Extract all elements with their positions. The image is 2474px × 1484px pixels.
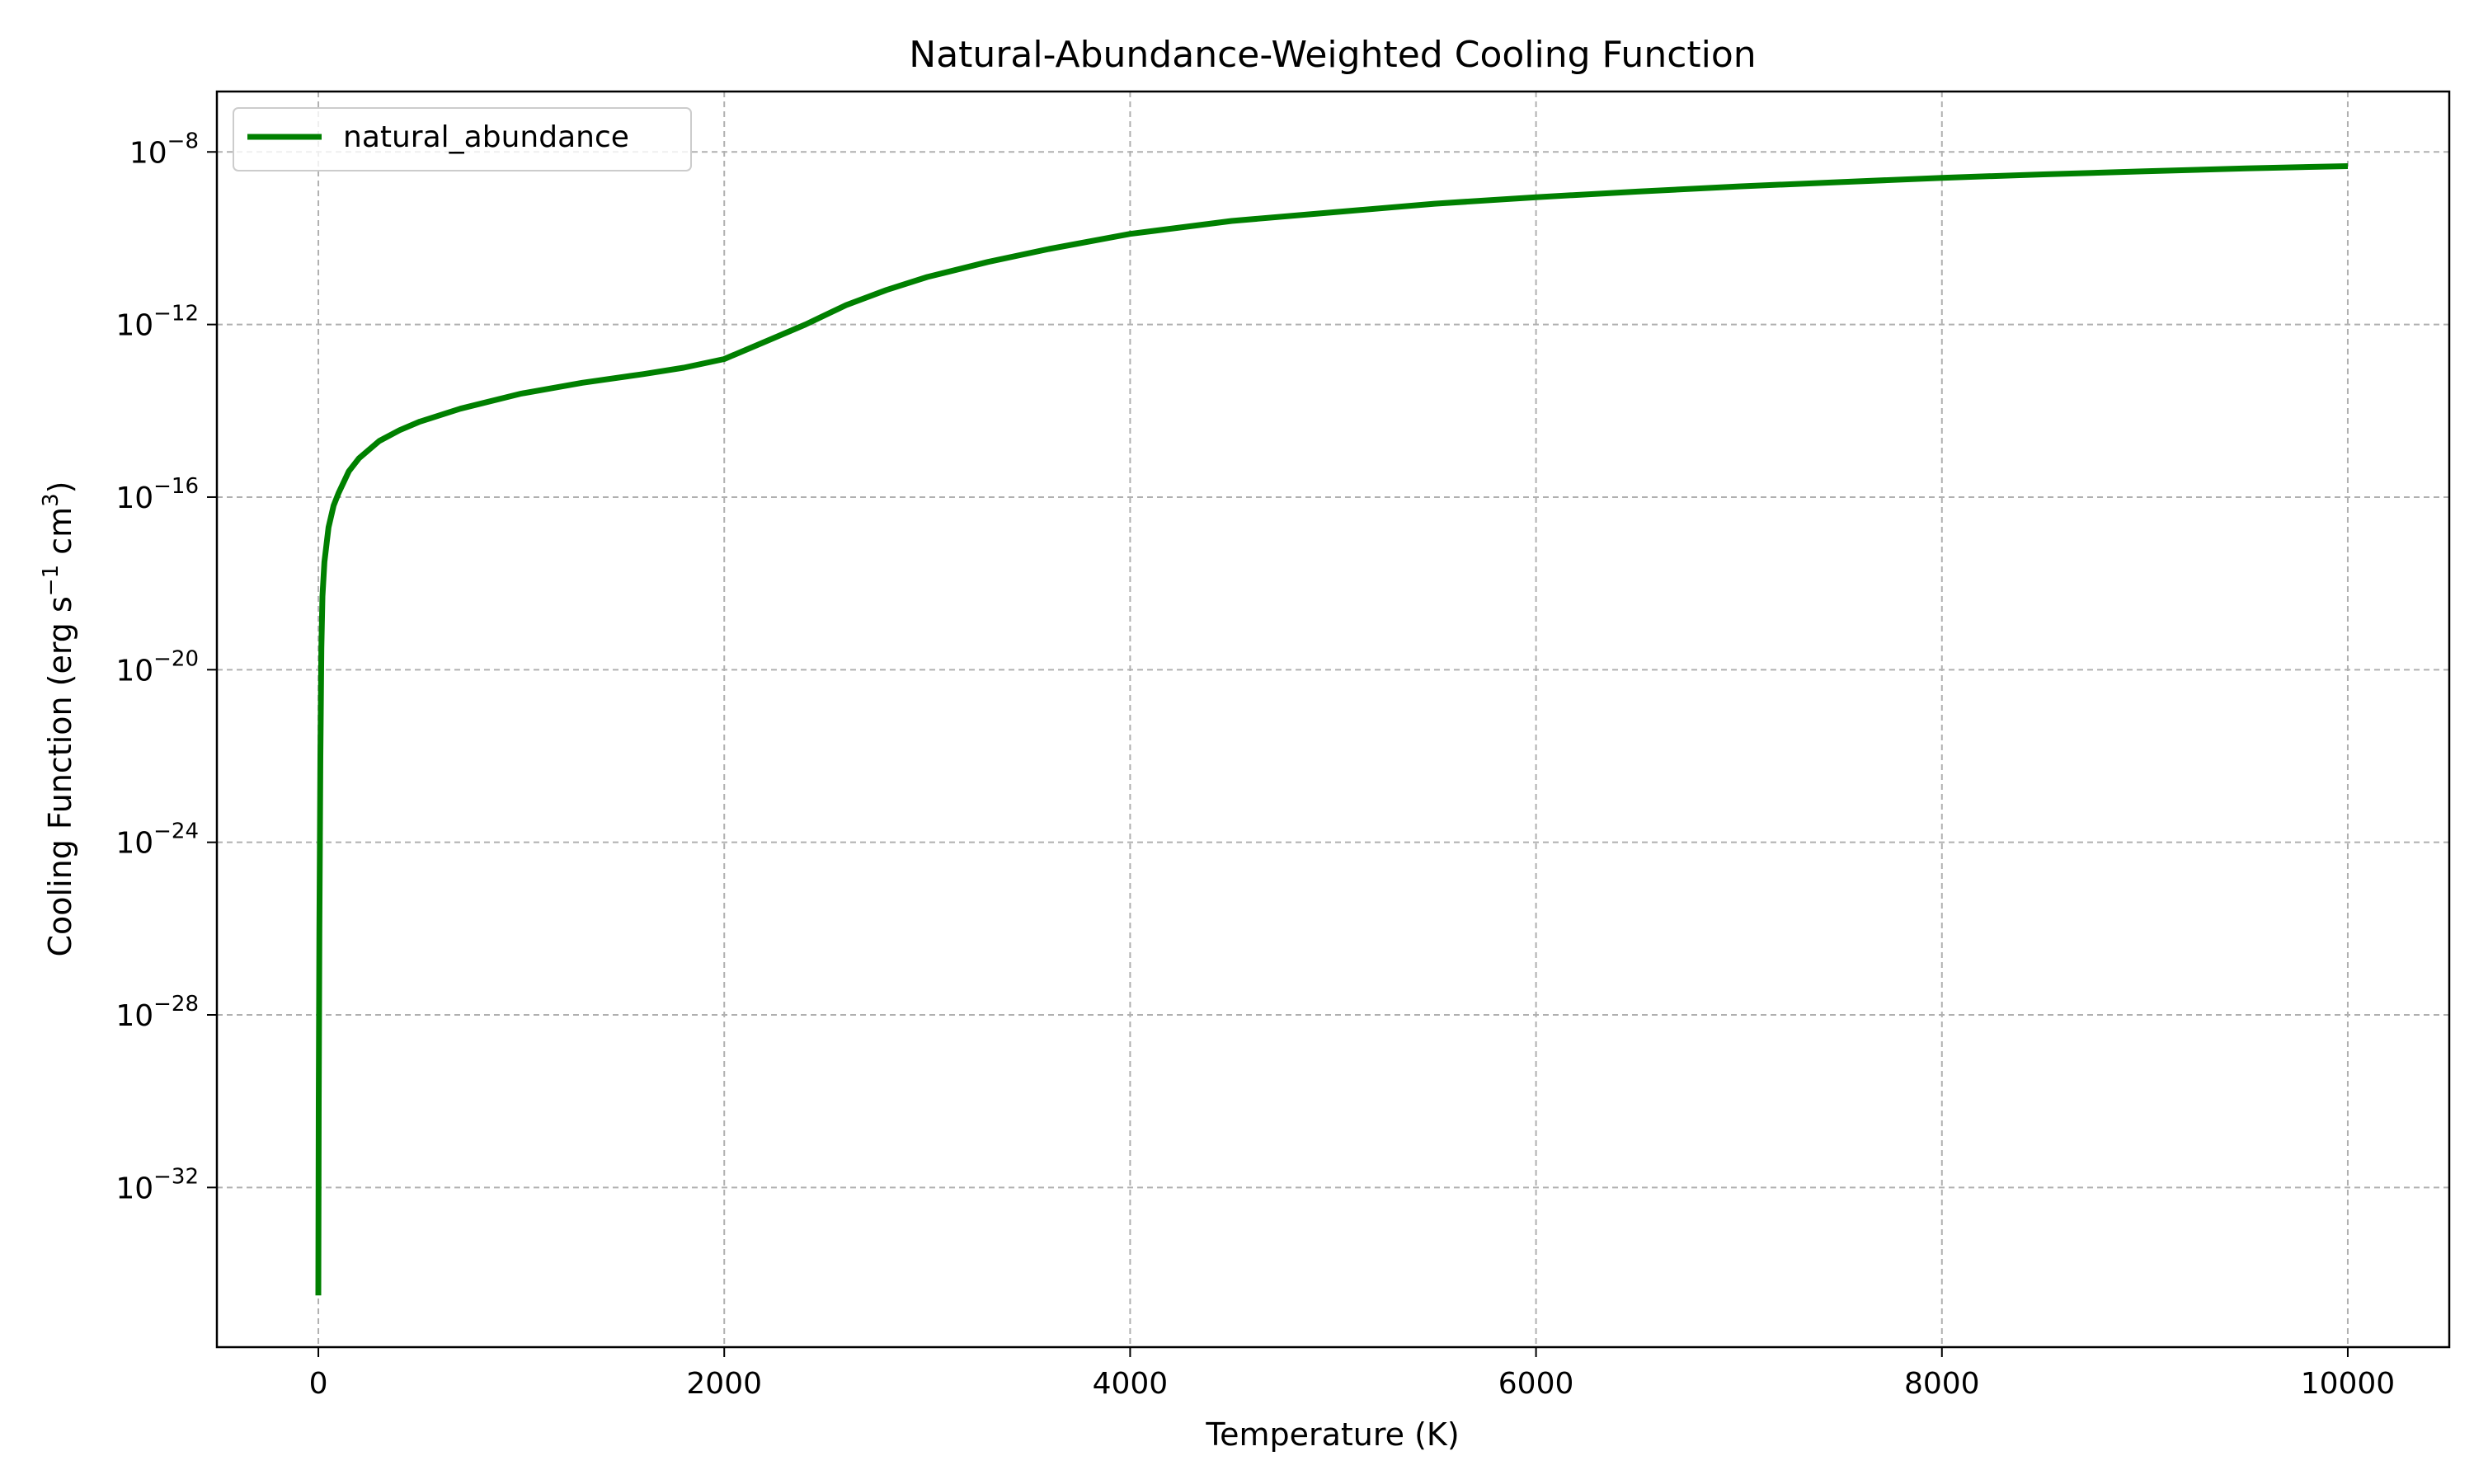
y-tick-label-exponent: −8	[167, 129, 199, 153]
y-tick-label: 10−12	[115, 302, 199, 343]
x-axis-ticks: 0 2000 4000 6000 8000 10000	[309, 1347, 2396, 1401]
y-tick-label-exponent: −24	[153, 819, 199, 844]
y-tick-label-base: 10	[129, 136, 167, 170]
y-tick-label: 10−32	[115, 1164, 199, 1205]
y-axis-label-text: Cooling Function (erg s	[42, 596, 78, 956]
y-tick-label-base: 10	[115, 999, 153, 1033]
y-tick-label-base: 10	[115, 481, 153, 515]
y-tick-label-base: 10	[115, 654, 153, 688]
x-tick-label: 6000	[1498, 1367, 1574, 1401]
y-tick-label-base: 10	[115, 827, 153, 861]
y-tick-label-base: 10	[115, 1172, 153, 1205]
y-tick-label: 10−28	[115, 992, 199, 1033]
x-tick-label: 4000	[1093, 1367, 1169, 1401]
grid	[217, 92, 2449, 1347]
y-axis-label-mid: cm	[42, 507, 78, 565]
y-tick-label-exponent: −20	[153, 646, 199, 671]
y-axis-label-end: )	[42, 481, 78, 494]
y-tick-label-exponent: −28	[153, 992, 199, 1017]
legend-label: natural_abundance	[343, 120, 629, 154]
legend: natural_abundance	[233, 107, 692, 171]
x-tick-label: 10000	[2301, 1367, 2396, 1401]
y-tick-label-exponent: −16	[153, 474, 199, 499]
x-tick-label: 8000	[1904, 1367, 1980, 1401]
y-axis-label-sup-2: 3	[39, 493, 63, 507]
y-axis-label: Cooling Function (erg s−1 cm3)	[39, 481, 78, 957]
y-tick-label: 10−24	[115, 819, 199, 861]
x-tick-label: 0	[309, 1367, 328, 1401]
chart-title: Natural-Abundance-Weighted Cooling Funct…	[909, 34, 1756, 76]
y-tick-label: 10−20	[115, 646, 199, 688]
y-tick-label-exponent: −32	[153, 1164, 199, 1189]
y-tick-label: 10−8	[129, 129, 199, 170]
x-axis-label: Temperature (K)	[1205, 1416, 1459, 1453]
y-tick-label-exponent: −12	[153, 302, 199, 326]
series-layer	[315, 163, 2349, 1296]
y-tick-label-base: 10	[115, 309, 153, 343]
y-tick-label: 10−16	[115, 474, 199, 515]
series-line-natural_abundance	[315, 163, 2349, 1296]
y-axis-label-sup-1: −1	[39, 565, 63, 596]
plot-frame	[215, 90, 2451, 1349]
x-tick-label: 2000	[686, 1367, 762, 1401]
legend-frame	[233, 107, 692, 171]
